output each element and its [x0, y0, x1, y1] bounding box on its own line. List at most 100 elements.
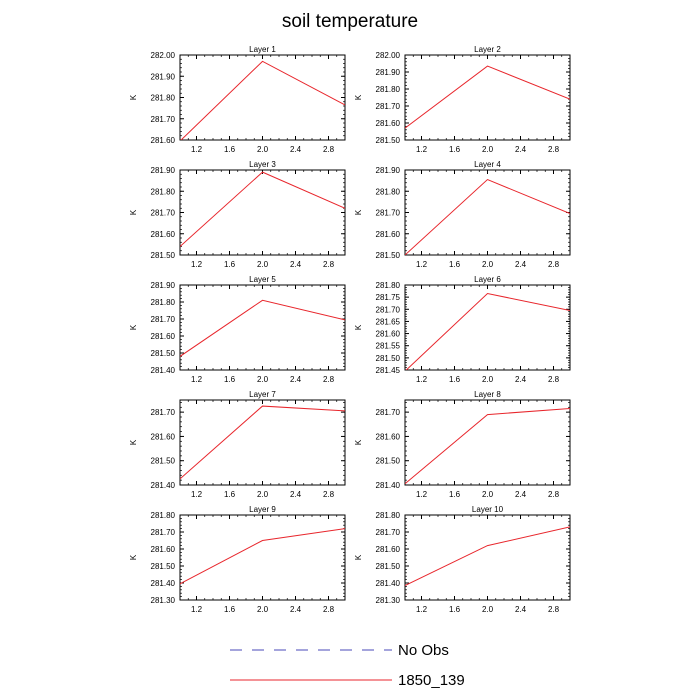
- panel-title: Layer 5: [249, 275, 276, 284]
- panel-title: Layer 8: [474, 390, 501, 399]
- series-line-1850-139: [405, 408, 570, 485]
- y-tick-label: 282.00: [376, 51, 401, 60]
- chart-title: soil temperature: [282, 11, 418, 32]
- panel-layer-9: Layer 9 1.2 1.6 2.0 2.4 2.8 281.30 281.40 281.50…: [129, 505, 346, 614]
- plot-frame: [404, 514, 571, 601]
- x-tick-label: 2.4: [515, 605, 527, 614]
- x-tick-label: 2.8: [323, 605, 335, 614]
- y-tick-label: 281.50: [151, 251, 176, 260]
- x-tick-label: 2.4: [290, 375, 302, 384]
- y-tick-label: 281.60: [376, 330, 401, 339]
- y-tick-label: 281.60: [151, 432, 176, 441]
- x-tick-label: 1.6: [224, 260, 236, 269]
- x-tick-label: 1.2: [191, 490, 203, 499]
- y-tick-label: 281.50: [151, 457, 176, 466]
- x-tick-label: 2.4: [290, 605, 302, 614]
- x-tick-label: 2.0: [482, 260, 494, 269]
- legend: No Obs 1850_139: [230, 642, 465, 689]
- y-tick-label: 281.90: [376, 68, 401, 77]
- y-tick-label: 281.80: [151, 298, 176, 307]
- panel-title: Layer 2: [474, 45, 501, 54]
- x-tick-label: 1.6: [449, 375, 461, 384]
- y-axis-label: K: [129, 94, 138, 100]
- y-tick-label: 281.80: [376, 187, 401, 196]
- legend-1850-139-label: 1850_139: [398, 672, 465, 689]
- y-axis-label: K: [129, 439, 138, 445]
- plot-frame: [179, 399, 346, 486]
- y-tick-label: 281.50: [376, 136, 401, 145]
- x-tick-label: 1.6: [449, 145, 461, 154]
- x-tick-label: 1.2: [191, 605, 203, 614]
- x-tick-label: 2.4: [515, 490, 527, 499]
- y-tick-label: 281.50: [151, 349, 176, 358]
- y-tick-label: 281.70: [376, 408, 401, 417]
- y-tick-label: 281.70: [151, 408, 176, 417]
- y-tick-label: 281.70: [151, 315, 176, 324]
- x-tick-label: 1.6: [224, 375, 236, 384]
- plot-frame: [404, 284, 571, 371]
- x-tick-label: 2.0: [482, 145, 494, 154]
- panel-layer-4: Layer 4 1.2 1.6 2.0 2.4 2.8 281.50 281.60 281.70…: [354, 160, 571, 269]
- y-tick-label: 281.60: [376, 230, 401, 239]
- y-tick-label: 281.80: [151, 94, 176, 103]
- y-tick-label: 281.30: [151, 596, 176, 605]
- series-line-1850-139: [405, 292, 570, 370]
- y-tick-label: 281.60: [376, 545, 401, 554]
- series-line-1850-139: [405, 65, 570, 129]
- x-tick-label: 1.6: [224, 490, 236, 499]
- x-tick-label: 1.2: [416, 375, 428, 384]
- panel-layer-8: Layer 8 1.2 1.6 2.0 2.4 2.8 281.40 281.50 281.60…: [354, 390, 571, 499]
- y-tick-label: 281.45: [376, 366, 401, 375]
- y-tick-label: 281.90: [376, 166, 401, 175]
- panel-title: Layer 10: [472, 505, 504, 514]
- plot-frame: [404, 54, 571, 141]
- series-line-1850-139: [180, 60, 345, 140]
- panel-title: Layer 6: [474, 275, 501, 284]
- panel-title: Layer 4: [474, 160, 501, 169]
- x-tick-label: 2.8: [323, 490, 335, 499]
- x-tick-label: 2.8: [323, 145, 335, 154]
- panel-layer-6: Layer 6 1.2 1.6 2.0 2.4 2.8 281.45 281.50 281.55…: [354, 275, 571, 384]
- y-tick-label: 281.40: [151, 481, 176, 490]
- y-tick-label: 281.60: [151, 136, 176, 145]
- x-tick-label: 1.2: [191, 375, 203, 384]
- y-tick-label: 281.60: [151, 545, 176, 554]
- y-axis-label: K: [129, 324, 138, 330]
- x-tick-label: 1.6: [449, 605, 461, 614]
- y-axis-label: K: [129, 209, 138, 215]
- x-tick-label: 2.4: [290, 145, 302, 154]
- x-tick-label: 1.6: [449, 490, 461, 499]
- legend-no-obs-label: No Obs: [398, 642, 449, 659]
- y-tick-label: 281.40: [376, 579, 401, 588]
- y-tick-label: 281.60: [151, 230, 176, 239]
- series-line-1850-139: [180, 405, 345, 480]
- y-tick-label: 281.50: [376, 251, 401, 260]
- y-tick-label: 281.60: [376, 432, 401, 441]
- x-tick-label: 2.4: [515, 260, 527, 269]
- series-line-1850-139: [405, 178, 570, 255]
- x-tick-label: 2.0: [482, 605, 494, 614]
- x-tick-label: 2.0: [482, 490, 494, 499]
- plot-frame: [404, 169, 571, 256]
- x-tick-label: 2.8: [548, 145, 560, 154]
- y-tick-label: 281.65: [376, 317, 401, 326]
- plot-frame: [404, 399, 571, 486]
- x-tick-label: 2.8: [323, 375, 335, 384]
- y-tick-label: 281.70: [376, 305, 401, 314]
- x-tick-label: 1.2: [416, 260, 428, 269]
- y-tick-label: 282.00: [151, 51, 176, 60]
- y-tick-label: 281.30: [376, 596, 401, 605]
- y-tick-label: 281.50: [376, 354, 401, 363]
- y-tick-label: 281.70: [151, 115, 176, 124]
- y-tick-label: 281.55: [376, 342, 401, 351]
- y-tick-label: 281.80: [376, 85, 401, 94]
- series-line-1850-139: [180, 171, 345, 247]
- x-tick-label: 1.6: [449, 260, 461, 269]
- y-tick-label: 281.50: [376, 457, 401, 466]
- x-tick-label: 2.8: [323, 260, 335, 269]
- x-tick-label: 1.2: [416, 145, 428, 154]
- y-tick-label: 281.60: [151, 332, 176, 341]
- x-tick-label: 2.4: [290, 490, 302, 499]
- y-tick-label: 281.40: [151, 366, 176, 375]
- x-tick-label: 2.4: [290, 260, 302, 269]
